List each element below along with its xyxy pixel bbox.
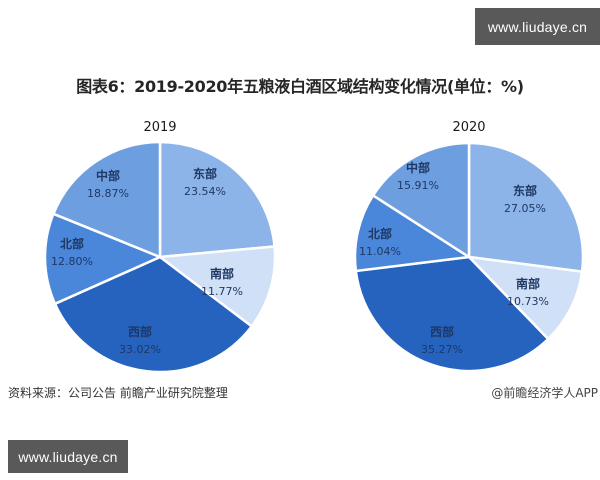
slice-label-name: 东部 [513, 183, 537, 198]
pie-chart-2019: 东部 23.54% 南部 11.77% 西部 33.02% 北部 12.80% 中部 18.87%… [43, 120, 277, 374]
slice-label-name: 中部 [96, 168, 120, 183]
slice-label-name: 南部 [210, 266, 234, 281]
slice-label-name: 西部 [430, 324, 454, 339]
slice-label-name: 北部 [368, 226, 392, 241]
slice-label-value: 12.80% [51, 255, 93, 268]
slice-label-name: 西部 [128, 324, 152, 339]
pie-slice [43, 212, 164, 306]
slice-label-name: 东部 [193, 166, 217, 181]
slice-label-value: 11.77% [201, 285, 243, 298]
slice-label-value: 33.02% [119, 343, 161, 356]
pie-slice [53, 255, 254, 374]
pie-slice [371, 141, 471, 260]
slice-label-value: 35.27% [421, 343, 463, 356]
pie-slice [354, 255, 550, 373]
pie-slice [51, 140, 162, 259]
pie-slice [353, 193, 473, 273]
watermark-badge-top: www.liudaye.cn [475, 8, 600, 45]
pie-year-title: 2019 [143, 120, 176, 135]
pie-chart-2020: 东部 27.05% 南部 10.73% 西部 35.27% 北部 11.04% 中部 15.91%… [353, 120, 585, 373]
slice-label-value: 18.87% [87, 187, 129, 200]
pie-slice [467, 141, 585, 274]
pie-slice [158, 140, 276, 259]
slice-label-name: 北部 [60, 236, 84, 251]
slice-label-name: 中部 [406, 160, 430, 175]
credit-note: @前瞻经济学人APP [491, 386, 598, 400]
chart-title: 图表6：2019-2020年五粮液白酒区域结构变化情况(单位：%) [76, 77, 524, 96]
slice-label-value: 10.73% [507, 295, 549, 308]
slice-label-name: 南部 [516, 276, 540, 291]
pie-year-title: 2020 [452, 120, 485, 135]
pie-slice [156, 245, 277, 329]
pie-slice [465, 255, 584, 341]
slice-label-value: 15.91% [397, 179, 439, 192]
watermark-badge-bottom: www.liudaye.cn [8, 440, 128, 473]
slice-label-value: 27.05% [504, 202, 546, 215]
slice-label-value: 23.54% [184, 185, 226, 198]
slice-label-value: 11.04% [359, 245, 401, 258]
source-note: 资料来源：公司公告 前瞻产业研究院整理 [8, 386, 228, 400]
